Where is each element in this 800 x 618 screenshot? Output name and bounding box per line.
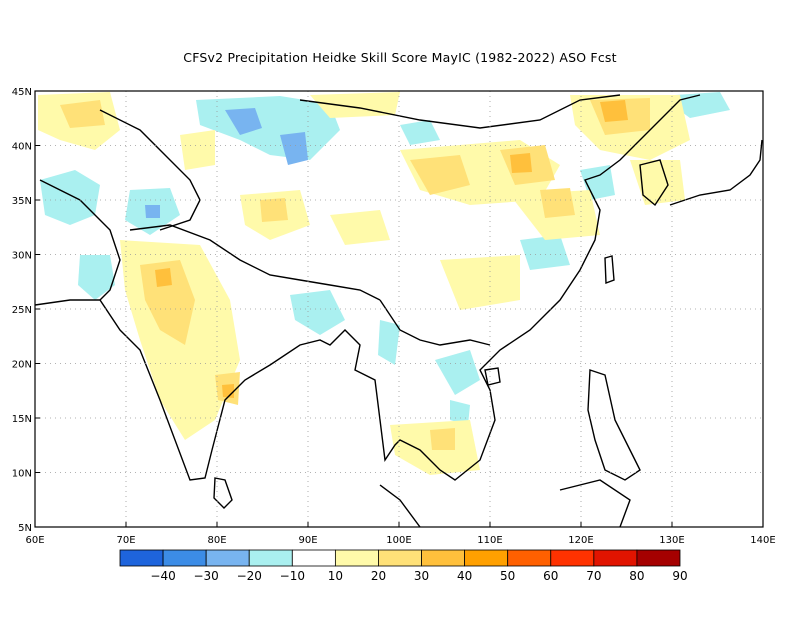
negative-skill-region — [40, 170, 100, 225]
colorbar-label: 20 — [371, 569, 386, 583]
colorbar-swatch — [248, 549, 293, 567]
colorbar-swatch — [119, 549, 164, 567]
negative-skill-region — [280, 132, 308, 165]
negative-skill-region — [400, 120, 440, 145]
lon-tick-label: 130E — [659, 535, 684, 546]
negative-skill-region — [225, 108, 262, 135]
mongolia-border — [299, 94, 621, 129]
colorbar-label: 80 — [629, 569, 644, 583]
himalaya-border — [129, 224, 381, 301]
negative-skill-region — [520, 235, 570, 270]
lon-tick-label: 80E — [207, 535, 226, 546]
colorbar-label: −30 — [193, 569, 218, 583]
negative-skill-region — [435, 350, 480, 395]
colorbar-label: −40 — [150, 569, 175, 583]
colorbar-label: 60 — [543, 569, 558, 583]
philippines-outline — [587, 369, 641, 481]
colorbar-label: 40 — [457, 569, 472, 583]
borneo-outline — [559, 479, 631, 527]
lat-tick-label: 30N — [12, 251, 32, 262]
colorbar-swatch — [334, 549, 379, 567]
lon-tick-label: 100E — [386, 535, 411, 546]
positive-skill-region — [155, 268, 172, 287]
positive-skill-region — [540, 188, 575, 218]
colorbar-label: −20 — [237, 569, 262, 583]
colorbar-label: 90 — [672, 569, 687, 583]
negative-skill-region — [290, 290, 345, 335]
positive-skill-region — [140, 260, 195, 345]
negative-skill-region — [78, 255, 115, 300]
lat-tick-label: 20N — [12, 360, 32, 371]
taiwan-outline — [604, 255, 615, 284]
colorbar-swatch — [593, 549, 638, 567]
negative-skill-region — [196, 96, 340, 160]
lat-tick-label: 45N — [12, 87, 32, 98]
lon-tick-label: 70E — [116, 535, 135, 546]
positive-skill-region — [630, 160, 685, 205]
colorbar-swatch — [162, 549, 207, 567]
negative-skill-region — [378, 320, 400, 365]
axis-labels: 60E 70E 80E 90E 100E 110E 120E 130E 140E 45N 40N 35… — [12, 87, 776, 546]
korea-outline — [639, 159, 669, 207]
positive-skill-region — [510, 153, 532, 173]
negative-skill-region — [450, 400, 470, 425]
colorbar-label: −10 — [280, 569, 305, 583]
positive-skill-region — [260, 198, 288, 222]
positive-skill-region — [60, 100, 105, 128]
positive-skill-region — [430, 428, 455, 450]
lon-tick-label: 110E — [477, 535, 502, 546]
lat-tick-label: 5N — [18, 523, 32, 534]
negative-skill-region — [145, 205, 160, 218]
lat-tick-label: 15N — [12, 414, 32, 425]
colorbar-label: 30 — [414, 569, 429, 583]
positive-skill-region — [600, 100, 628, 122]
coastlines-and-borders — [35, 94, 763, 527]
colorbar-swatch — [205, 549, 250, 567]
colorbar-label: 70 — [586, 569, 601, 583]
lat-tick-label: 25N — [12, 305, 32, 316]
lat-tick-label: 35N — [12, 196, 32, 207]
map-title: CFSv2 Precipitation Heidke Skill Score M… — [183, 50, 617, 65]
colorbar-swatch — [464, 549, 509, 567]
lon-tick-label: 120E — [568, 535, 593, 546]
positive-skill-region — [410, 155, 470, 195]
hainan-outline — [484, 367, 501, 386]
sumatra-outline — [379, 484, 421, 527]
lat-tick-label: 10N — [12, 469, 32, 480]
india-coastline — [35, 94, 701, 481]
lon-tick-label: 60E — [25, 535, 44, 546]
indochina-border — [379, 299, 491, 346]
skill-score-shading — [38, 92, 730, 475]
positive-skill-region — [440, 255, 520, 310]
pakistan-border — [39, 179, 121, 301]
colorbar-label: 10 — [328, 569, 343, 583]
colorbar: −40 −30 −20 −10 10 20 30 40 50 60 70 80 90 — [119, 549, 688, 583]
colorbar-swatch — [550, 549, 595, 567]
colorbar-swatch — [291, 549, 336, 567]
colorbar-swatch — [421, 549, 466, 567]
lat-tick-label: 40N — [12, 142, 32, 153]
japan-outline — [669, 139, 763, 206]
china-west-border — [99, 109, 201, 231]
colorbar-label: 50 — [500, 569, 515, 583]
colorbar-swatch — [636, 549, 681, 567]
positive-skill-region — [222, 384, 234, 398]
colorbar-swatch — [378, 549, 422, 567]
lon-tick-label: 90E — [298, 535, 317, 546]
positive-skill-region — [180, 130, 215, 170]
colorbar-swatch — [507, 549, 552, 567]
lon-tick-label: 140E — [750, 535, 775, 546]
positive-skill-region — [330, 210, 390, 245]
sri-lanka-outline — [213, 477, 233, 509]
